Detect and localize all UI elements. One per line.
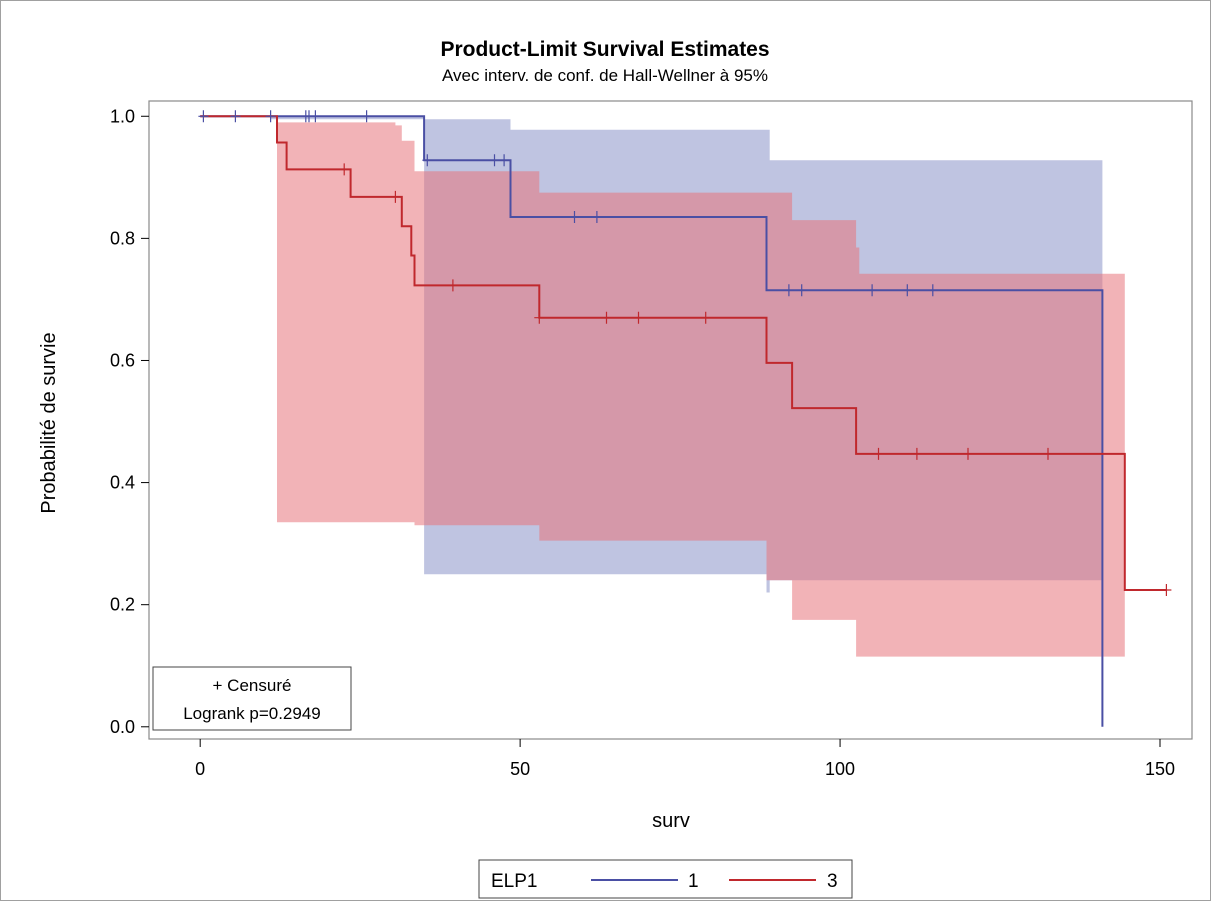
- y-tick-label: 0.8: [110, 228, 135, 248]
- confidence-bands: [270, 116, 1125, 657]
- chart-subtitle: Avec interv. de conf. de Hall-Wellner à …: [442, 66, 768, 85]
- x-axis: 0 50 100 150: [195, 739, 1175, 779]
- censored-mark-series-3: [963, 447, 973, 460]
- censored-mark-series-1: [927, 284, 938, 297]
- ci-band-series-3: [277, 122, 1125, 657]
- censored-mark-series-1: [310, 110, 321, 123]
- y-tick-label: 0.6: [110, 350, 135, 370]
- survival-curve-series-3: [200, 115, 1167, 591]
- censored-mark-series-3: [633, 311, 644, 324]
- censored-mark-series-1: [796, 284, 807, 297]
- y-tick-label: 0.2: [110, 595, 135, 615]
- x-axis-label: surv: [652, 810, 690, 832]
- x-tick-label: 0: [195, 759, 205, 779]
- censored-mark-series-1: [783, 284, 794, 297]
- censored-mark-series-3: [390, 190, 401, 203]
- y-axis-label: Probabilité de survie: [38, 332, 60, 513]
- censored-mark-series-1: [361, 110, 372, 123]
- censored-mark-series-1: [499, 154, 510, 167]
- censored-mark-series-3: [700, 311, 711, 324]
- censored-mark-series-3: [1043, 447, 1053, 460]
- censored-mark-series-3: [534, 311, 545, 324]
- censored-mark-series-1: [902, 284, 913, 297]
- y-tick-label: 1.0: [110, 106, 135, 126]
- survival-curves: [200, 115, 1167, 727]
- y-axis: 0.0 0.2 0.4 0.6 0.8 1.0: [110, 106, 149, 737]
- legend: ELP1 1 3: [478, 859, 853, 899]
- censored-mark-series-3: [911, 447, 922, 460]
- survival-curve-series-1: [200, 115, 1104, 727]
- censored-mark-series-1: [867, 284, 878, 297]
- y-tick-label: 0.0: [110, 717, 135, 737]
- x-tick-label: 150: [1145, 759, 1175, 779]
- y-tick-label: 0.4: [110, 473, 135, 493]
- censored-mark-series-1: [230, 110, 241, 123]
- x-tick-label: 100: [825, 759, 855, 779]
- censored-mark-series-1: [591, 211, 602, 223]
- censored-markers: [198, 110, 1172, 596]
- censored-mark-series-1: [569, 211, 580, 223]
- x-tick-label: 50: [510, 759, 530, 779]
- censored-mark-series-1: [198, 110, 209, 123]
- censored-mark-series-1: [489, 154, 500, 167]
- stat-inset: + Censuré Logrank p=0.2949: [152, 666, 352, 731]
- censored-mark-series-1: [422, 154, 433, 167]
- chart-title: Product-Limit Survival Estimates: [440, 38, 769, 61]
- legend-title: ELP1: [491, 871, 537, 892]
- censored-legend-label: + Censuré: [213, 676, 292, 695]
- stat-inset-box: [152, 666, 352, 731]
- censored-mark-series-3: [601, 311, 612, 324]
- censored-mark-series-3: [447, 279, 458, 292]
- censored-mark-series-3: [1161, 584, 1172, 596]
- plot-area-border: [148, 100, 1193, 740]
- censored-mark-series-3: [339, 163, 350, 176]
- logrank-label: Logrank p=0.2949: [183, 704, 321, 723]
- censored-mark-series-3: [873, 447, 884, 460]
- legend-label-3: 3: [827, 871, 838, 892]
- censored-mark-series-1: [265, 110, 276, 123]
- legend-label-1: 1: [688, 871, 699, 892]
